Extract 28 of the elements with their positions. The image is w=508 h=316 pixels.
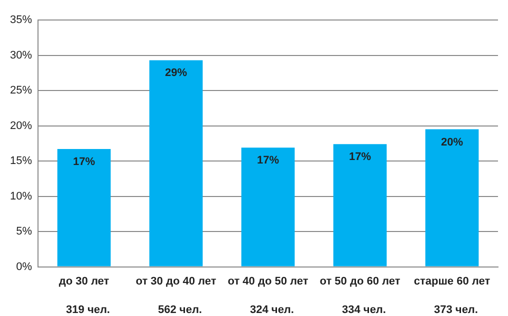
data-label: 17% [348, 151, 372, 164]
x-tick-label: от 50 до 60 лет [320, 275, 401, 288]
x-tick-label: от 30 до 40 лет [136, 275, 217, 288]
y-tick-label: 0% [16, 260, 32, 273]
bar [149, 60, 203, 266]
y-tick-label: 35% [10, 14, 32, 26]
bar [241, 148, 295, 266]
text: 373 чел. [434, 304, 478, 316]
text: 319 чел. [66, 304, 110, 316]
text: 324 чел. [250, 304, 294, 316]
y-tick-label: 30% [10, 49, 32, 62]
y-tick-label: 20% [10, 120, 32, 132]
x-tick-label: старше 60 лет [414, 275, 491, 288]
x-tick-label: от 40 до 50 лет [228, 275, 309, 288]
data-label: 29% [164, 67, 188, 80]
bar [425, 129, 479, 266]
bar [333, 144, 387, 266]
bar [57, 149, 111, 266]
text: 334 чел. [342, 304, 386, 316]
data-label: 20% [440, 136, 464, 148]
x-tick-label: до 30 лет [58, 275, 110, 288]
text: 562 чел. [158, 304, 202, 316]
data-label: 17% [256, 154, 280, 167]
y-tick-label: 25% [10, 84, 32, 97]
data-label: 17% [73, 156, 96, 168]
y-tick-label: 5% [16, 226, 32, 238]
y-tick-label: 15% [10, 155, 32, 168]
y-tick-label: 10% [10, 190, 32, 202]
